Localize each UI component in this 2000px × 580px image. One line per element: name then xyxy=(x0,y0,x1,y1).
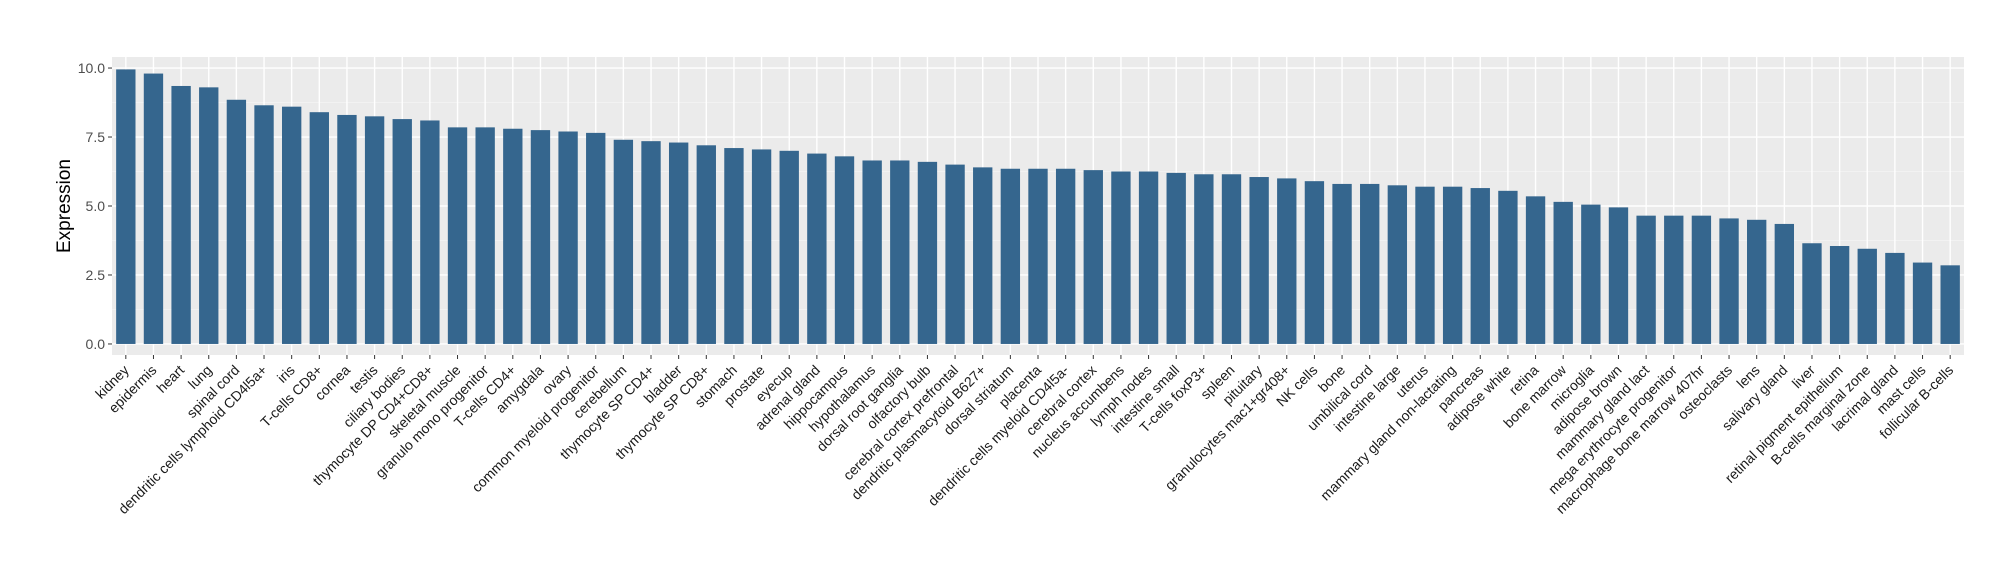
bar-58 xyxy=(1719,218,1739,344)
bar-48 xyxy=(1442,186,1463,344)
bar-56 xyxy=(1664,215,1684,344)
y-axis: 0.0 2.5 5.0 7.5 10.0 xyxy=(78,60,112,352)
bar-24 xyxy=(779,150,799,344)
bar-23 xyxy=(751,149,772,344)
y-tick-label: 5.0 xyxy=(86,198,106,214)
y-tick-label: 10.0 xyxy=(78,60,105,76)
bar-13 xyxy=(475,127,495,344)
bar-7 xyxy=(309,112,329,344)
bar-22 xyxy=(724,148,744,344)
bar-4 xyxy=(226,99,247,344)
bar-18 xyxy=(613,139,634,344)
bar-35 xyxy=(1083,170,1103,344)
bar-34 xyxy=(1055,168,1076,344)
bar-45 xyxy=(1360,183,1380,344)
bar-12 xyxy=(447,127,468,344)
bar-42 xyxy=(1277,178,1297,344)
bar-66 xyxy=(1940,265,1960,344)
bar-8 xyxy=(337,114,357,344)
bar-50 xyxy=(1498,190,1518,344)
bar-14 xyxy=(503,128,523,344)
bar-1 xyxy=(143,73,164,344)
y-tick-label: 2.5 xyxy=(86,267,106,283)
bar-21 xyxy=(696,145,716,344)
bar-65 xyxy=(1912,262,1933,344)
bar-32 xyxy=(1000,168,1021,344)
bar-11 xyxy=(420,120,440,344)
bar-37 xyxy=(1138,171,1159,344)
bar-62 xyxy=(1829,246,1850,344)
bar-26 xyxy=(834,156,855,344)
bar-28 xyxy=(890,160,910,344)
y-axis-title: Expression xyxy=(54,159,75,253)
bar-60 xyxy=(1774,223,1795,344)
bar-51 xyxy=(1525,196,1546,344)
y-tick-label: 7.5 xyxy=(86,129,106,145)
bar-20 xyxy=(668,142,689,344)
bar-25 xyxy=(807,153,827,344)
bar-10 xyxy=(392,119,412,344)
bar-57 xyxy=(1691,215,1712,344)
bar-52 xyxy=(1553,201,1573,344)
bar-59 xyxy=(1747,219,1767,344)
bars-group xyxy=(116,69,1960,344)
bar-17 xyxy=(586,132,606,344)
bar-39 xyxy=(1194,174,1214,344)
bar-33 xyxy=(1028,168,1048,344)
bar-61 xyxy=(1802,243,1822,344)
bar-46 xyxy=(1387,185,1408,344)
bar-15 xyxy=(530,130,551,344)
bar-36 xyxy=(1111,171,1131,344)
bar-0 xyxy=(116,69,136,344)
bar-5 xyxy=(254,105,274,344)
bar-30 xyxy=(945,164,965,344)
bar-54 xyxy=(1608,207,1629,344)
bar-40 xyxy=(1221,174,1242,344)
bar-44 xyxy=(1332,183,1352,344)
bar-49 xyxy=(1470,188,1490,344)
bar-43 xyxy=(1304,181,1325,344)
bar-47 xyxy=(1415,186,1435,344)
x-tick-label: heart xyxy=(153,362,187,396)
bar-38 xyxy=(1166,172,1186,344)
bar-41 xyxy=(1249,177,1269,344)
bar-16 xyxy=(558,131,578,344)
bar-6 xyxy=(281,106,302,344)
bar-19 xyxy=(641,141,661,344)
bar-64 xyxy=(1885,252,1905,344)
bar-63 xyxy=(1857,248,1877,344)
y-tick-label: 0.0 xyxy=(86,336,106,352)
bar-53 xyxy=(1581,204,1601,344)
bar-29 xyxy=(917,161,938,344)
bar-9 xyxy=(364,116,385,344)
bar-27 xyxy=(862,160,882,344)
bar-2 xyxy=(171,85,191,344)
bar-31 xyxy=(973,167,993,344)
bar-3 xyxy=(199,87,219,344)
bar-55 xyxy=(1636,215,1656,344)
